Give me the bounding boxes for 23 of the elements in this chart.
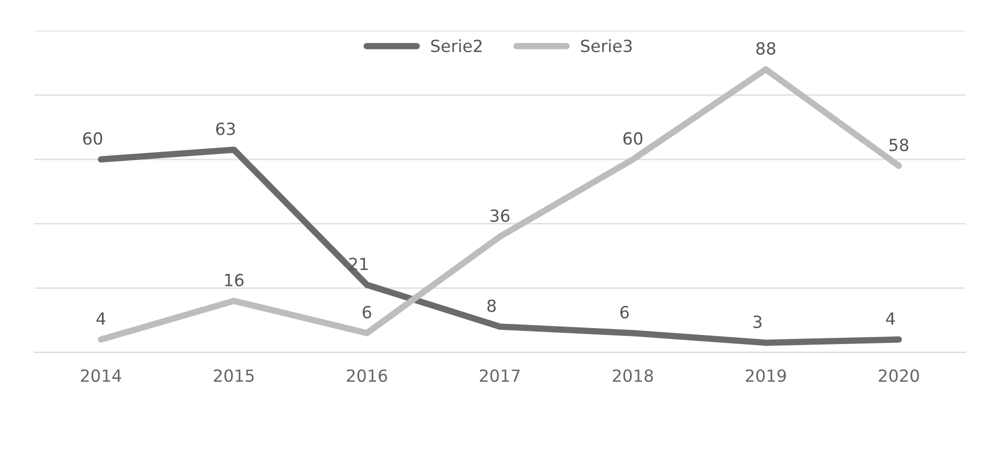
data-label: 88	[756, 42, 776, 55]
x-tick-label: 2017	[480, 369, 520, 382]
data-label: 8	[487, 299, 496, 312]
data-label: 63	[216, 122, 235, 136]
legend-label: Serie3	[580, 39, 632, 52]
data-label: 21	[349, 258, 368, 270]
data-label: 6	[620, 306, 629, 318]
data-label: 6	[362, 306, 372, 318]
x-tick-label: 2016	[346, 369, 388, 382]
data-label: 36	[490, 209, 510, 222]
x-tick-label: 2014	[80, 369, 122, 382]
data-label: 4	[96, 312, 106, 325]
data-label: 3	[753, 316, 762, 328]
data-label: 58	[889, 138, 908, 152]
data-label: 4	[886, 312, 895, 325]
data-label: 16	[225, 274, 244, 286]
x-tick-label: 2018	[612, 369, 653, 382]
x-tick-label: 2015	[214, 369, 254, 382]
data-label: 60	[623, 132, 642, 145]
x-tick-label: 2020	[878, 369, 919, 382]
x-tick-label: 2019	[746, 369, 786, 382]
legend-label: Serie2	[431, 39, 482, 52]
data-label: 60	[83, 132, 102, 145]
